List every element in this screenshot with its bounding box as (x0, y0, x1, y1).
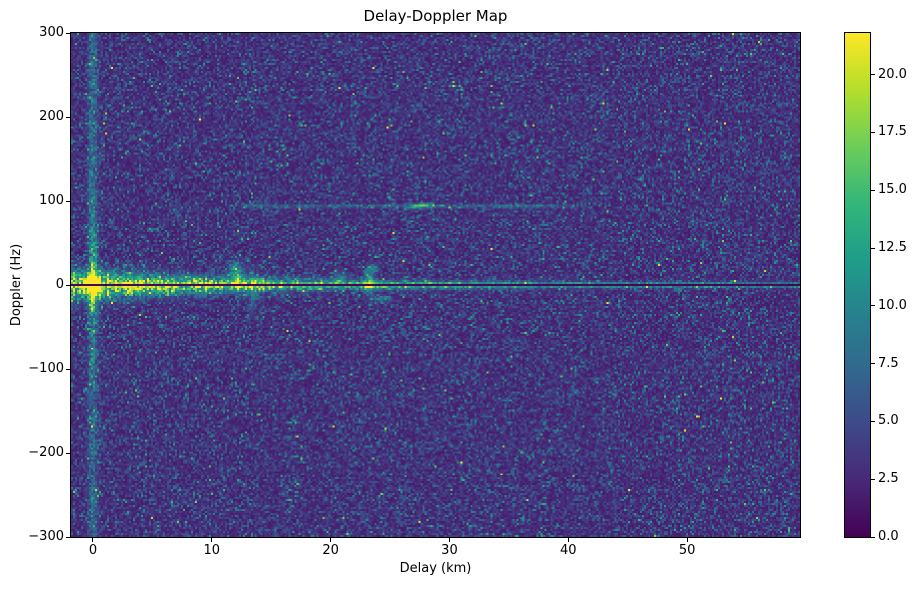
y-tick-label: −300 (28, 529, 64, 544)
y-tick-label: −100 (28, 361, 64, 376)
x-tick-label: 40 (560, 543, 577, 558)
y-tick-mark (66, 368, 70, 370)
colorbar-tick-mark (871, 74, 875, 76)
x-tick-mark (92, 538, 94, 542)
colorbar-tick-label: 5.0 (878, 413, 899, 429)
colorbar-tick-mark (871, 536, 875, 538)
x-tick-mark (448, 538, 450, 542)
colorbar-tick-label: 20.0 (878, 66, 907, 82)
colorbar-tick-label: 15.0 (878, 182, 907, 198)
delay-doppler-heatmap (71, 33, 800, 537)
colorbar-tick-mark (871, 305, 875, 307)
colorbar-tick-label: 7.5 (878, 355, 899, 371)
colorbar-tick-label: 12.5 (878, 240, 907, 255)
colorbar-tick-label: 0.0 (878, 529, 899, 544)
y-tick-label: −200 (28, 445, 64, 460)
colorbar-tick-mark (871, 363, 875, 365)
colorbar-tick-mark (871, 131, 875, 133)
y-tick-label: 200 (39, 109, 64, 124)
x-tick-mark (211, 538, 213, 542)
colorbar-tick-mark (871, 420, 875, 422)
colorbar-tick-mark (871, 478, 875, 480)
x-tick-label: 10 (203, 543, 221, 558)
colorbar-tick-mark (871, 247, 875, 249)
colorbar-tick-label: 17.5 (878, 124, 907, 140)
x-tick-label: 0 (88, 543, 98, 558)
y-tick-mark (66, 452, 70, 454)
y-tick-label: 0 (55, 277, 64, 292)
x-tick-mark (686, 538, 688, 542)
y-axis-label: Doppler (Hz) (9, 243, 24, 327)
y-tick-label: 100 (39, 193, 64, 208)
y-tick-mark (66, 536, 70, 538)
y-tick-mark (66, 116, 70, 118)
colorbar-tick-label: 2.5 (878, 471, 899, 487)
x-tick-label: 20 (322, 543, 339, 558)
x-tick-label: 50 (678, 543, 696, 558)
x-tick-mark (330, 538, 332, 542)
colorbar-tick-mark (871, 189, 875, 191)
y-tick-mark (66, 284, 70, 286)
colorbar-tick-label: 10.0 (878, 297, 907, 313)
x-axis-label: Delay (km) (399, 561, 472, 576)
colorbar-gradient (845, 33, 870, 537)
colorbar (844, 32, 871, 538)
y-tick-mark (66, 32, 70, 34)
y-tick-label: 300 (39, 25, 64, 40)
chart-title: Delay-Doppler Map (363, 7, 508, 25)
x-tick-mark (567, 538, 569, 542)
x-tick-label: 30 (441, 543, 458, 558)
y-tick-mark (66, 200, 70, 202)
